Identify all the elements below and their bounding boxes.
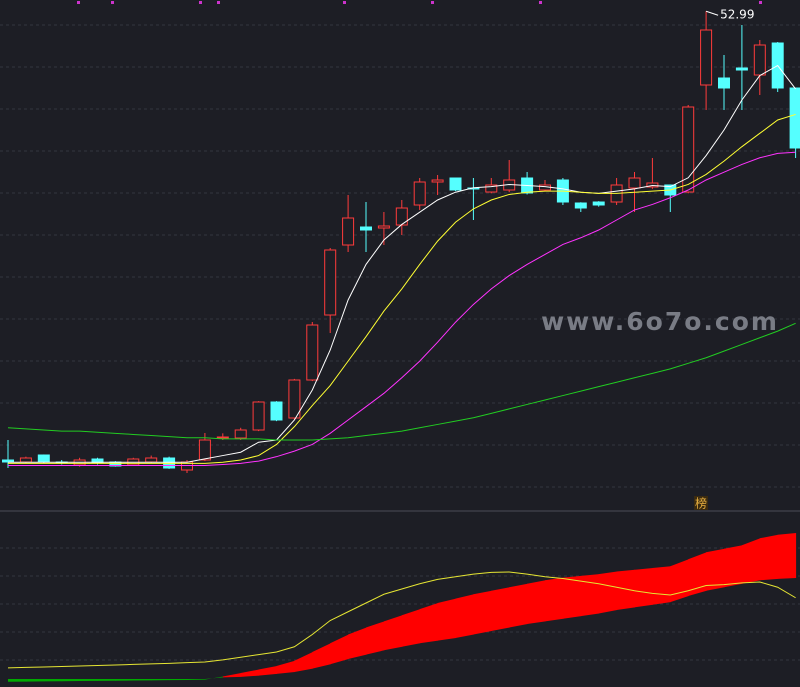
candle-body — [574, 202, 587, 209]
candle-body — [360, 226, 372, 231]
band-segment — [169, 678, 188, 681]
band-segment — [688, 552, 707, 596]
band-segment — [330, 634, 349, 665]
band-segment — [133, 678, 152, 681]
band-segment — [43, 678, 63, 682]
candle-body — [216, 436, 229, 439]
candle-body — [789, 87, 800, 149]
band-segment — [545, 577, 564, 622]
candle-body — [324, 249, 337, 316]
band-segment — [8, 678, 27, 682]
candle-body — [700, 29, 713, 86]
band-segment — [79, 678, 98, 682]
band-segment — [598, 571, 618, 614]
candle-body — [753, 44, 766, 76]
band-segment — [294, 652, 313, 672]
moving-average — [8, 113, 796, 464]
candle-body — [252, 401, 265, 431]
moving-average — [7, 322, 796, 441]
band-segment — [437, 598, 456, 641]
band-segment — [222, 673, 242, 678]
high-label: 52.99 — [720, 8, 754, 22]
band-segment — [383, 615, 403, 651]
candle-body — [682, 106, 695, 193]
badge-bg — [694, 496, 708, 510]
band-segment — [151, 678, 170, 681]
candle-body — [306, 324, 319, 381]
band-segment — [473, 590, 492, 635]
band-segment — [204, 676, 224, 680]
band-segment — [741, 538, 761, 584]
band-segment — [276, 660, 295, 674]
watermark: www.6o7o.com — [541, 307, 779, 336]
band-segment — [562, 575, 582, 619]
candle-body — [270, 401, 283, 421]
band-segment — [706, 548, 725, 591]
band-segment — [527, 580, 546, 624]
band-segment — [348, 627, 367, 659]
band-segment — [670, 559, 689, 603]
band-segment — [25, 678, 45, 682]
candle-body — [413, 181, 426, 206]
band-segment — [724, 545, 743, 588]
high-pointer — [705, 10, 719, 16]
moving-average — [8, 64, 796, 463]
band-segment — [97, 678, 116, 681]
candle-body — [288, 379, 301, 419]
candle-body — [592, 201, 605, 206]
band-segment — [777, 533, 797, 579]
candle-body — [485, 184, 498, 193]
band-segment — [240, 669, 260, 677]
candle-body — [449, 177, 462, 191]
candle-body — [735, 67, 748, 71]
moving-average — [8, 151, 796, 467]
top-markers — [77, 1, 762, 4]
band-segment — [115, 678, 134, 681]
badge: 榜 — [695, 496, 707, 511]
band-segment — [652, 566, 671, 605]
band-segment — [366, 621, 385, 655]
band-segment — [312, 643, 331, 669]
band-segment — [616, 569, 635, 610]
candle-body — [342, 217, 355, 246]
band-segment — [419, 603, 439, 644]
candle-body — [2, 459, 14, 463]
candle-body — [145, 457, 158, 463]
candle-body — [718, 77, 730, 89]
band-segment — [580, 574, 600, 617]
band-segment — [401, 609, 421, 647]
candle-body — [646, 182, 659, 188]
band-segment — [759, 534, 779, 581]
band-segment — [61, 678, 81, 682]
candle-body — [431, 179, 444, 183]
band-segment — [491, 587, 510, 631]
candle-body — [19, 457, 32, 463]
band-segment — [258, 666, 277, 676]
candle-body — [395, 207, 408, 226]
candle-body — [628, 177, 641, 189]
band-segment — [187, 678, 206, 680]
band-segment — [509, 583, 528, 628]
indicator-line — [7, 571, 796, 669]
candle-body — [198, 439, 211, 461]
candle-body — [234, 429, 247, 439]
band-segment — [455, 594, 474, 638]
band-segment — [634, 568, 653, 608]
candle-body — [377, 225, 390, 229]
candle-body — [37, 454, 50, 463]
